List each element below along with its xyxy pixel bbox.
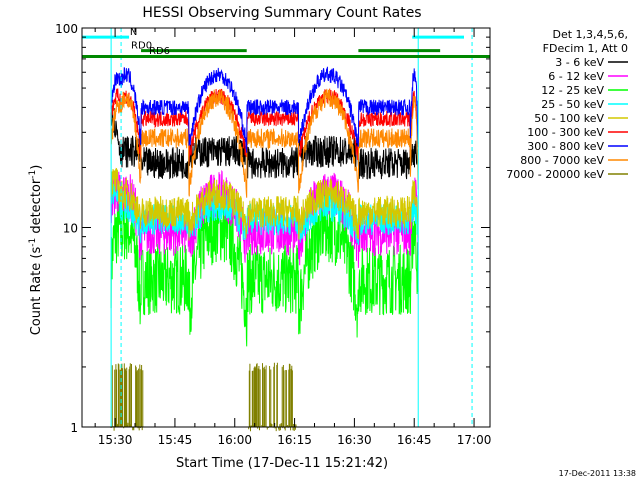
y-label-part2: detector xyxy=(29,178,44,238)
x-tick-label: 15:30 xyxy=(98,433,133,447)
series-line-800-7000-kev xyxy=(110,88,419,198)
x-tick-label: 16:00 xyxy=(217,433,252,447)
legend-entry: 3 - 6 keV xyxy=(555,56,604,69)
chart-title: HESSI Observing Summary Count Rates xyxy=(142,5,421,21)
series-line-12-25-kev xyxy=(110,191,419,347)
y-tick-label: 100 xyxy=(55,22,78,36)
axes: 1 10 100 15:30 15:45 16:00 16:15 16:30 16:45 17:0… xyxy=(55,22,491,447)
x-tick-label: 16:30 xyxy=(337,433,372,447)
y-label-sup1: -1 xyxy=(28,238,38,247)
legend-header: FDecim 1, Att 0 xyxy=(543,42,628,55)
series-line-300-800-kev xyxy=(110,66,419,153)
legend-entry: 300 - 800 keV xyxy=(527,140,604,153)
x-tick-label: 16:45 xyxy=(397,433,432,447)
y-label-part1: Count Rate (s xyxy=(29,247,44,336)
y-tick-label: 10 xyxy=(63,222,78,236)
annotation-rd0: RD0 xyxy=(131,40,152,51)
x-tick-label: 15:45 xyxy=(158,433,193,447)
series-line-3-6-kev xyxy=(110,108,419,180)
series-line-50-100-kev xyxy=(110,167,419,241)
legend-entry: 50 - 100 keV xyxy=(534,112,604,125)
annotation-n: N xyxy=(130,27,137,38)
x-tick-label: 17:00 xyxy=(457,433,492,447)
x-tick-label: 16:15 xyxy=(277,433,312,447)
legend-entry: 100 - 300 keV xyxy=(527,126,604,139)
y-axis-label: Count Rate (s-1 detector-1) xyxy=(28,165,44,336)
annotation-rd6: RD6 xyxy=(149,46,170,57)
y-tick-label: 1 xyxy=(70,421,78,435)
legend-entry: 6 - 12 keV xyxy=(548,70,604,83)
legend-entry: 12 - 25 keV xyxy=(541,84,604,97)
legend-entry: 7000 - 20000 keV xyxy=(506,168,604,181)
legend-header: Det 1,3,4,5,6, xyxy=(552,28,628,41)
legend-entry: 800 - 7000 keV xyxy=(520,154,604,167)
y-label-sup2: -1 xyxy=(28,170,38,179)
footer-date: 17-Dec-2011 13:38 xyxy=(559,469,636,478)
y-label-part3: ) xyxy=(29,165,44,170)
legend: Det 1,3,4,5,6,FDecim 1, Att 03 - 6 keV6 … xyxy=(506,28,628,181)
legend-entry: 25 - 50 keV xyxy=(541,98,604,111)
x-axis-label: Start Time (17-Dec-11 15:21:42) xyxy=(176,456,388,471)
